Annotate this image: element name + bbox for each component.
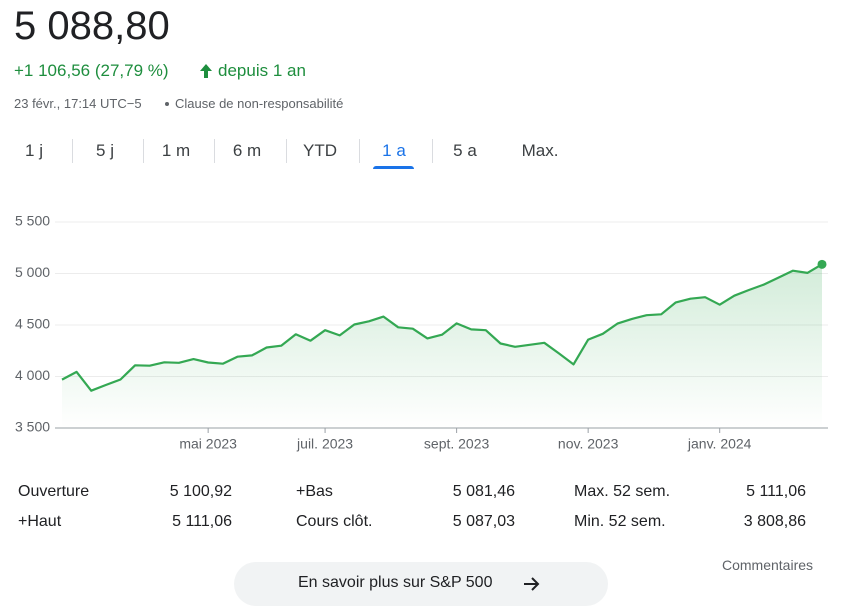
tab-separator bbox=[285, 139, 287, 163]
y-tick-label: 5 500 bbox=[15, 213, 50, 229]
disclaimer-link[interactable]: Clause de non-responsabilité bbox=[175, 96, 344, 111]
stat-value: 3 808,86 bbox=[743, 513, 806, 530]
y-tick-label: 5 000 bbox=[15, 264, 50, 280]
button-arrow bbox=[524, 577, 540, 591]
tab-separator bbox=[71, 139, 73, 163]
separator-dot bbox=[165, 102, 169, 106]
y-tick-label: 4 500 bbox=[15, 316, 50, 332]
x-tick-label: juil. 2023 bbox=[296, 436, 353, 452]
x-tick-label: nov. 2023 bbox=[558, 436, 619, 452]
up-arrow bbox=[200, 64, 212, 78]
timestamp: 23 févr., 17:14 UTC−5 bbox=[14, 96, 142, 111]
stat-label: Min. 52 sem. bbox=[574, 513, 666, 530]
tab-separator bbox=[142, 139, 144, 163]
stat-label: Cours clôt. bbox=[296, 513, 373, 530]
y-tick-label: 3 500 bbox=[15, 419, 50, 435]
stat-value: 5 100,92 bbox=[169, 483, 232, 500]
range-tab[interactable]: 5 a bbox=[453, 141, 477, 160]
range-tab[interactable]: 6 m bbox=[232, 141, 262, 160]
price: 5 088,80 bbox=[14, 4, 170, 48]
period: depuis 1 an bbox=[218, 61, 306, 80]
stat-value: 5 111,06 bbox=[172, 513, 232, 530]
tab-separator bbox=[359, 139, 360, 163]
last-point bbox=[817, 259, 827, 269]
price-change: +1 106,56 (27,79 %) bbox=[14, 61, 169, 80]
line bbox=[61, 263, 823, 392]
stat-label: Max. 52 sem. bbox=[574, 483, 671, 500]
range-tab[interactable]: 5 j bbox=[96, 141, 114, 160]
x-tick-label: mai 2023 bbox=[179, 436, 237, 452]
stat-value: 5 111,06 bbox=[746, 483, 806, 500]
area bbox=[62, 264, 822, 428]
feedback-link[interactable]: Commentaires bbox=[722, 557, 814, 573]
range-tab[interactable]: 1 m bbox=[161, 141, 191, 160]
stat-label: Ouverture bbox=[18, 483, 90, 500]
learn-more-button[interactable] bbox=[234, 562, 608, 606]
y-tick-label: 4 000 bbox=[15, 367, 50, 383]
stat-value: 5 081,46 bbox=[452, 483, 515, 500]
x-tick-label: sept. 2023 bbox=[424, 436, 490, 452]
tab-separator bbox=[213, 139, 215, 163]
x-tick-label: janv. 2024 bbox=[687, 436, 752, 452]
tab-separator bbox=[431, 139, 433, 163]
stat-label: +Haut bbox=[18, 513, 62, 530]
chart: 3 500 4 000 4 500 5 000 5 500 mai 2023 juil. 2… bbox=[15, 213, 828, 452]
range-tab[interactable]: 1 a bbox=[382, 141, 406, 160]
active-tab-indicator bbox=[373, 166, 414, 169]
range-tab[interactable]: 1 j bbox=[25, 141, 43, 160]
range-tab[interactable]: YTD bbox=[303, 141, 337, 160]
button-label[interactable]: En savoir plus sur S&P 500 bbox=[298, 574, 493, 591]
range-tab[interactable]: Max. bbox=[521, 141, 559, 160]
stat-label: +Bas bbox=[296, 483, 333, 500]
stat-value: 5 087,03 bbox=[452, 513, 515, 530]
